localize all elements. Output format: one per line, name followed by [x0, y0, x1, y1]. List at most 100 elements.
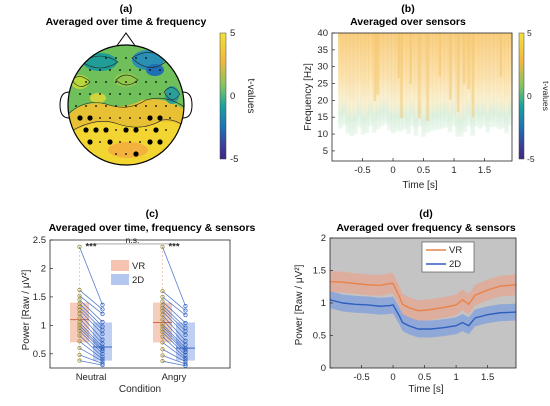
tf-heatmap-column	[341, 33, 347, 126]
vr-point	[77, 316, 82, 321]
2d-point	[183, 357, 188, 362]
colorbar-b-tick-zero: 0	[527, 91, 532, 101]
nose-outline	[115, 32, 137, 48]
2d-point	[100, 351, 105, 356]
tf-y-tick-label: 15	[317, 112, 328, 123]
paired-line	[79, 313, 103, 340]
sensor-marker	[145, 105, 147, 107]
2d-point	[183, 313, 188, 318]
vr-point	[77, 244, 82, 249]
paired-line	[79, 354, 103, 364]
vr-point	[77, 326, 82, 331]
boxplot-y-tick-label: 1	[41, 320, 46, 331]
2d-point	[183, 321, 188, 326]
paired-line	[162, 246, 186, 307]
sensor-marker	[125, 105, 127, 107]
tf-heatmap-column	[500, 33, 506, 129]
tf-y-tick-label: 25	[317, 79, 328, 90]
tf-plot-box	[331, 32, 513, 162]
colorbar-a-scale	[219, 32, 227, 160]
tf-y-tick-label: 30	[317, 62, 328, 73]
sensor-marker	[83, 127, 89, 133]
vr-point	[77, 352, 82, 357]
sensor-marker	[149, 69, 151, 71]
vr-point	[160, 317, 165, 322]
panel-a: (a) Averaged over time & frequency	[46, 3, 256, 166]
paired-line	[79, 327, 103, 352]
vr-point	[160, 313, 165, 318]
paired-line	[162, 290, 186, 311]
panel-a-label: (a)	[120, 3, 133, 15]
sensor-marker	[165, 105, 167, 107]
tf-heatmap-column	[353, 33, 358, 135]
sensor-marker	[145, 129, 147, 131]
paired-line	[162, 355, 186, 365]
colorbar-b-label: t-values	[541, 81, 550, 111]
tf-y-label: Frequency [Hz]	[303, 63, 314, 131]
paired-line	[162, 342, 186, 360]
tf-heatmap-column	[345, 33, 351, 134]
sensor-marker	[149, 93, 151, 95]
colorbar-a-tick-zero: 0	[230, 91, 235, 102]
tf-y-tick-label: 10	[317, 129, 328, 140]
colorbar-a: 5 0 -5 t-values	[219, 28, 256, 165]
legend-vr-label: VR	[132, 261, 145, 272]
sensor-marker	[147, 115, 153, 121]
sensor-marker	[99, 141, 101, 143]
vr-point	[160, 294, 165, 299]
sensor-marker	[155, 105, 157, 107]
ns-label: n.s.	[126, 235, 140, 245]
vr-point	[77, 346, 82, 351]
colorbar-a-tick-max: 5	[230, 28, 235, 39]
paired-line	[162, 348, 186, 363]
tf-heatmap-column	[383, 33, 388, 125]
sensor-marker	[87, 115, 93, 121]
2d-point	[100, 359, 105, 364]
sensor-marker	[147, 139, 153, 145]
tf-y-tick-label: 5	[323, 146, 328, 157]
left-ear	[59, 91, 70, 119]
tf-y-tick-label: 20	[317, 95, 328, 106]
sensor-marker	[125, 153, 127, 155]
sensor-marker	[175, 105, 177, 107]
vr-point	[160, 347, 165, 352]
2d-point	[100, 354, 105, 359]
vr-point	[160, 322, 165, 327]
2d-point	[183, 328, 188, 334]
sensor-marker	[119, 141, 121, 143]
tf-heatmap-column	[394, 33, 400, 132]
tf-heatmap-column	[459, 33, 464, 137]
colorbar-a-label: t-values	[245, 78, 256, 113]
2d-point	[183, 359, 188, 364]
sensor-marker	[99, 93, 101, 95]
sensor-marker	[157, 139, 163, 145]
paired-line	[79, 309, 103, 335]
tf-heatmap-column	[477, 33, 483, 129]
paired-line	[162, 296, 186, 316]
vr-point	[160, 327, 165, 332]
tf-x-label: Time [s]	[402, 180, 437, 191]
vr-point	[160, 299, 165, 304]
timecourse-y-tick-label: 0.5	[313, 331, 326, 342]
paired-line	[162, 301, 186, 324]
2d-ci-band	[330, 291, 516, 338]
tf-x-tick-label: 1.5	[478, 165, 491, 176]
panel-d-label: (d)	[419, 208, 432, 220]
sensor-marker	[159, 69, 161, 71]
2d-point	[100, 337, 105, 342]
panel-d: (d) Averaged over frequency & sensors -0…	[294, 208, 517, 395]
tf-heatmap-column	[474, 33, 479, 127]
vr-point	[160, 359, 165, 364]
tf-heatmap-streak	[376, 33, 380, 95]
vr-point	[77, 311, 82, 317]
paired-line	[79, 246, 103, 306]
paired-line	[79, 289, 103, 310]
sensor-marker	[159, 93, 161, 95]
panel-b: (b) Averaged over sensors -0.5 0 0.5 1 1.5 5 1…	[303, 3, 550, 191]
sensor-marker	[139, 69, 141, 71]
tf-heatmap-column	[391, 33, 396, 134]
timecourse-area: -0.5 0 0.5 1 1.5 0 0.5 1 1.5 2 VR 2D	[313, 233, 517, 383]
vr-point	[77, 288, 82, 293]
tf-heatmap-column	[413, 33, 419, 136]
